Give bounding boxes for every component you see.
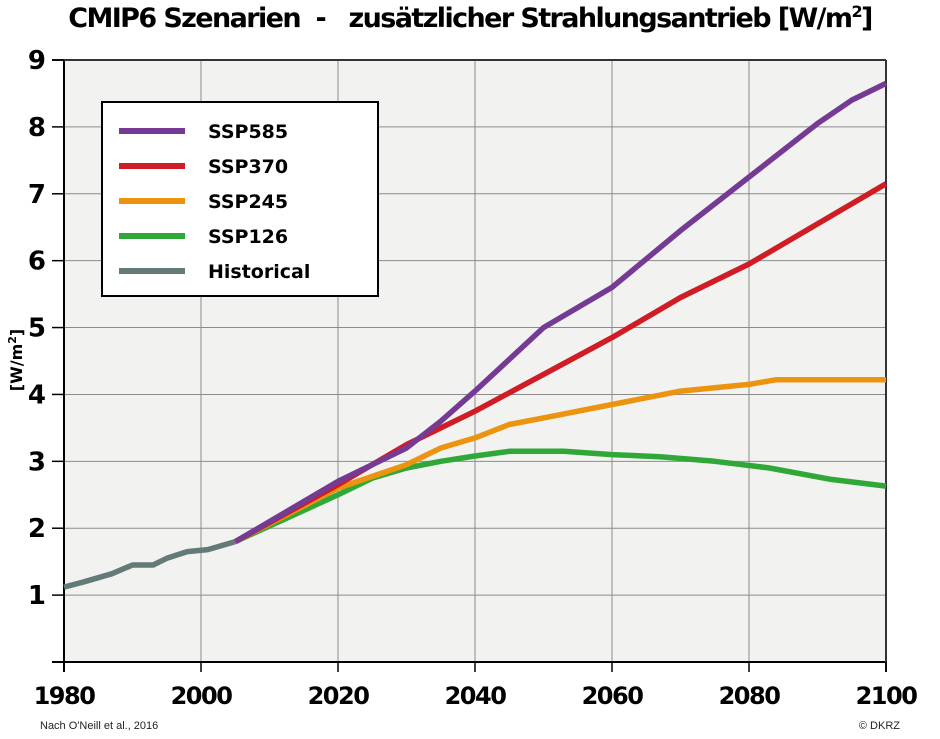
tick-labels: 1 2 3 4 5 6 7 8 9 1980 2000 2020 2040 2060 2080 2100	[28, 46, 919, 710]
legend-label: SSP126	[208, 226, 288, 248]
legend: SSP585 SSP370 SSP245 SSP126 Historical	[101, 101, 379, 297]
x-tick-label: 2100	[856, 682, 918, 710]
legend-label: SSP585	[208, 121, 288, 143]
chart-title-end: ]	[861, 3, 873, 34]
source-note: Nach O'Neill et al., 2016	[40, 720, 159, 732]
y-axis-label-text: [W/m	[7, 344, 26, 391]
legend-item: Historical	[119, 261, 310, 283]
y-axis-label-sup: 2	[6, 336, 19, 344]
y-tick-label: 1	[28, 581, 46, 611]
y-axis-label: [W/m2]	[6, 329, 27, 391]
chart-title-text: CMIP6 Szenarien - zusätzlicher Strahlung…	[68, 3, 853, 34]
grid	[64, 60, 886, 662]
y-tick-label: 5	[28, 314, 46, 344]
legend-label: Historical	[208, 261, 310, 283]
y-tick-label: 7	[28, 180, 46, 210]
copyright-note: © DKRZ	[858, 720, 900, 732]
axes	[52, 59, 887, 672]
chart-title-superscript: 2	[851, 2, 862, 21]
x-tick-label: 2020	[308, 682, 370, 710]
y-tick-label: 2	[28, 514, 46, 544]
series-lines	[63, 80, 888, 590]
legend-label: SSP245	[208, 191, 288, 213]
x-tick-label: 2060	[582, 682, 644, 710]
series-line-ssp245	[234, 376, 886, 545]
x-tick-label: 2040	[445, 682, 507, 710]
series-line-historical	[63, 538, 237, 590]
series-line-ssp585	[233, 80, 888, 544]
x-tick-label: 2080	[719, 682, 781, 710]
legend-item: SSP585	[119, 121, 288, 143]
y-axis-label-end: ]	[7, 329, 26, 336]
legend-item: SSP370	[119, 156, 288, 178]
y-tick-label: 3	[28, 447, 46, 477]
x-tick-label: 2000	[171, 682, 233, 710]
legend-item: SSP245	[119, 191, 288, 213]
chart-title: CMIP6 Szenarien - zusätzlicher Strahlung…	[0, 2, 940, 34]
y-tick-label: 8	[28, 113, 46, 143]
y-tick-label: 4	[28, 380, 46, 410]
y-tick-label: 9	[28, 46, 46, 76]
x-tick-label: 1980	[34, 682, 96, 710]
legend-item: SSP126	[119, 226, 288, 248]
y-tick-label: 6	[28, 247, 46, 277]
legend-label: SSP370	[208, 156, 288, 178]
